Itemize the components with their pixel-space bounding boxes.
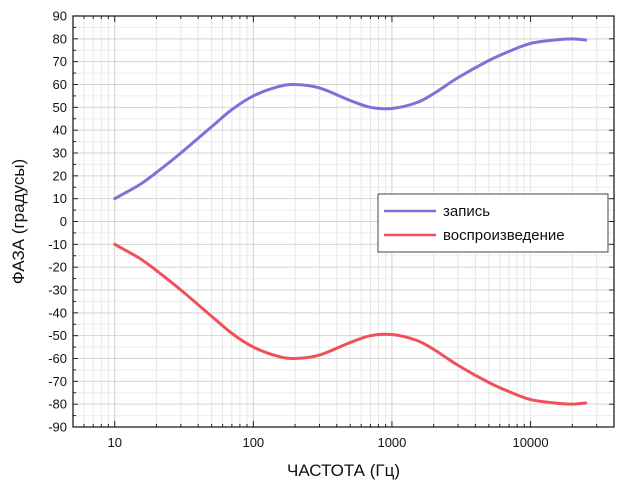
x-tick-label: 1000 [377, 435, 406, 450]
series-line-zapis [113, 37, 588, 201]
y-tick-label: -70 [48, 374, 67, 389]
y-tick-label: -10 [48, 237, 67, 252]
y-tick-label: -50 [48, 328, 67, 343]
grid [72, 15, 615, 428]
y-tick-label: 0 [60, 214, 67, 229]
y-tick-label: 60 [53, 77, 67, 92]
y-tick-label: 80 [53, 31, 67, 46]
legend: запись воспроизведение [377, 193, 609, 253]
axes: 9080706050403020100-10-20-30-40-50-60-70… [48, 9, 615, 450]
y-tick-label: -90 [48, 420, 67, 435]
y-axis-title: ФАЗА (градусы) [9, 159, 28, 284]
y-tick-label: 10 [53, 191, 67, 206]
y-tick-label: 20 [53, 168, 67, 183]
y-tick-label: 90 [53, 9, 67, 24]
legend-label-zapis: запись [443, 203, 490, 220]
x-tick-label: 10 [107, 435, 121, 450]
y-tick-label: -80 [48, 397, 67, 412]
y-tick-label: 70 [53, 54, 67, 69]
y-tick-label: -40 [48, 305, 67, 320]
y-tick-label: -60 [48, 351, 67, 366]
series-lines [113, 37, 588, 406]
series-line-vosproizvedenie [113, 242, 588, 406]
y-tick-label: 30 [53, 146, 67, 161]
y-tick-label: 50 [53, 100, 67, 115]
x-tick-label: 100 [242, 435, 264, 450]
legend-box [377, 193, 609, 253]
legend-label-vosproizvedenie: воспроизведение [443, 227, 565, 244]
y-tick-label: -20 [48, 260, 67, 275]
x-axis-title: ЧАСТОТА (Гц) [287, 461, 400, 480]
y-tick-label: 40 [53, 123, 67, 138]
y-tick-label: -30 [48, 283, 67, 298]
x-tick-label: 10000 [512, 435, 548, 450]
